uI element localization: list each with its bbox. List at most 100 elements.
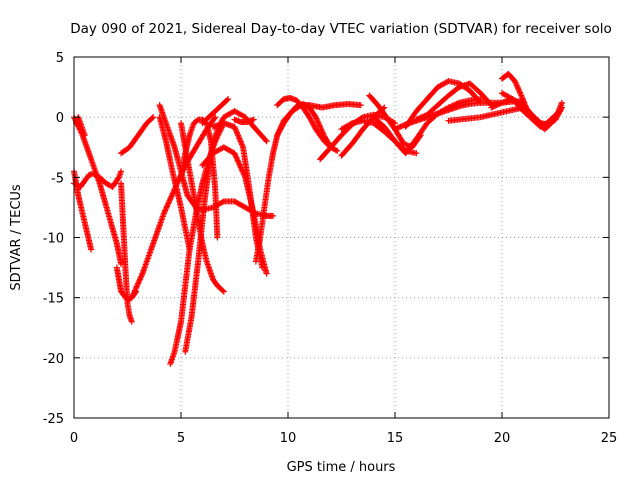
data-point	[88, 246, 95, 253]
data-point	[315, 121, 322, 128]
data-point	[318, 127, 325, 134]
series-arc7	[118, 114, 157, 157]
data-point	[494, 101, 501, 108]
y-tick-label: -25	[43, 412, 64, 427]
data-point	[558, 99, 565, 106]
x-tick-label: 15	[387, 431, 404, 446]
data-point	[186, 246, 193, 253]
data-point	[332, 147, 339, 154]
data-point	[316, 122, 323, 129]
y-tick-label: -15	[43, 292, 64, 307]
series-arc17	[199, 96, 232, 127]
series-arc12	[178, 116, 221, 241]
x-tick-label: 0	[70, 431, 78, 446]
data-point	[420, 113, 427, 120]
data-point	[250, 116, 257, 123]
data-point	[211, 115, 218, 122]
data-point	[414, 115, 421, 122]
data-point	[392, 126, 398, 133]
data-point	[488, 104, 495, 111]
data-point	[262, 137, 269, 144]
y-tick-label: -5	[51, 171, 64, 186]
data-point	[416, 115, 423, 122]
data-point	[214, 234, 221, 241]
data-point	[220, 288, 227, 295]
data-point	[357, 102, 364, 109]
data-point	[320, 130, 327, 137]
data-point	[334, 147, 341, 154]
data-point	[489, 103, 496, 110]
data-point	[115, 175, 122, 182]
data-point	[393, 125, 400, 132]
data-point	[347, 120, 354, 127]
y-tick-label: 0	[56, 111, 64, 126]
axis-tick-labels: 0 5 10 15 20 25 -25 -20 -15 -10 -5 0 5	[43, 51, 618, 446]
data-point	[212, 114, 219, 121]
data-point	[413, 116, 420, 123]
x-tick-label: 10	[280, 431, 297, 446]
data-point	[263, 138, 270, 145]
series-arc31	[445, 104, 527, 124]
data-point	[394, 124, 401, 131]
data-point	[556, 108, 563, 115]
data-point	[490, 103, 497, 110]
y-tick-label: -20	[43, 352, 64, 367]
data-point	[493, 102, 500, 109]
series-arc35	[531, 108, 563, 128]
data-point	[476, 98, 483, 105]
y-tick-label: 5	[56, 51, 64, 66]
data-point	[150, 114, 157, 121]
data-point	[325, 140, 332, 147]
x-axis-label: GPS time / hours	[287, 460, 396, 475]
data-point	[149, 115, 156, 122]
data-point	[263, 270, 270, 277]
series-arc22	[306, 100, 364, 111]
data-point	[312, 114, 319, 121]
data-point	[413, 150, 420, 157]
data-point	[224, 97, 231, 104]
data-point	[225, 96, 232, 103]
data-point	[397, 123, 404, 130]
data-point	[418, 114, 425, 121]
data-point	[118, 168, 125, 175]
x-tick-label: 20	[494, 431, 511, 446]
chart-title: Day 090 of 2021, Sidereal Day-to-day VTE…	[70, 21, 611, 37]
data-point	[314, 118, 321, 125]
data-point	[317, 125, 324, 132]
data-point	[324, 139, 331, 146]
y-tick-label: -10	[43, 232, 64, 247]
data-point	[270, 212, 277, 219]
data-point	[555, 109, 562, 116]
series-arc18	[231, 116, 257, 125]
data-point	[496, 100, 503, 107]
data-point	[219, 287, 226, 294]
data-point	[313, 115, 320, 122]
data-point	[319, 129, 326, 136]
series-arc4	[73, 114, 88, 139]
series-arc21	[274, 100, 332, 147]
axis-ticks	[73, 56, 610, 419]
data-point	[317, 123, 324, 130]
data-point	[492, 102, 499, 109]
data-point	[314, 116, 321, 123]
data-point	[81, 132, 88, 139]
x-tick-label: 25	[601, 431, 618, 446]
data-point	[417, 114, 424, 121]
data-point	[497, 100, 504, 107]
data-point	[421, 112, 428, 119]
data-markers	[71, 70, 565, 367]
series-arc30	[413, 80, 495, 123]
series-arc6	[113, 264, 140, 304]
data-point	[315, 119, 322, 126]
data-point	[396, 124, 403, 131]
data-point	[318, 126, 325, 133]
series-arc11	[156, 114, 193, 253]
y-axis-label: SDTVAR / TECUs	[9, 184, 24, 291]
data-point	[219, 199, 226, 206]
data-point	[398, 123, 405, 130]
data-point	[128, 318, 135, 325]
data-point	[477, 99, 484, 106]
data-point	[259, 264, 266, 271]
x-tick-label: 5	[177, 431, 185, 446]
